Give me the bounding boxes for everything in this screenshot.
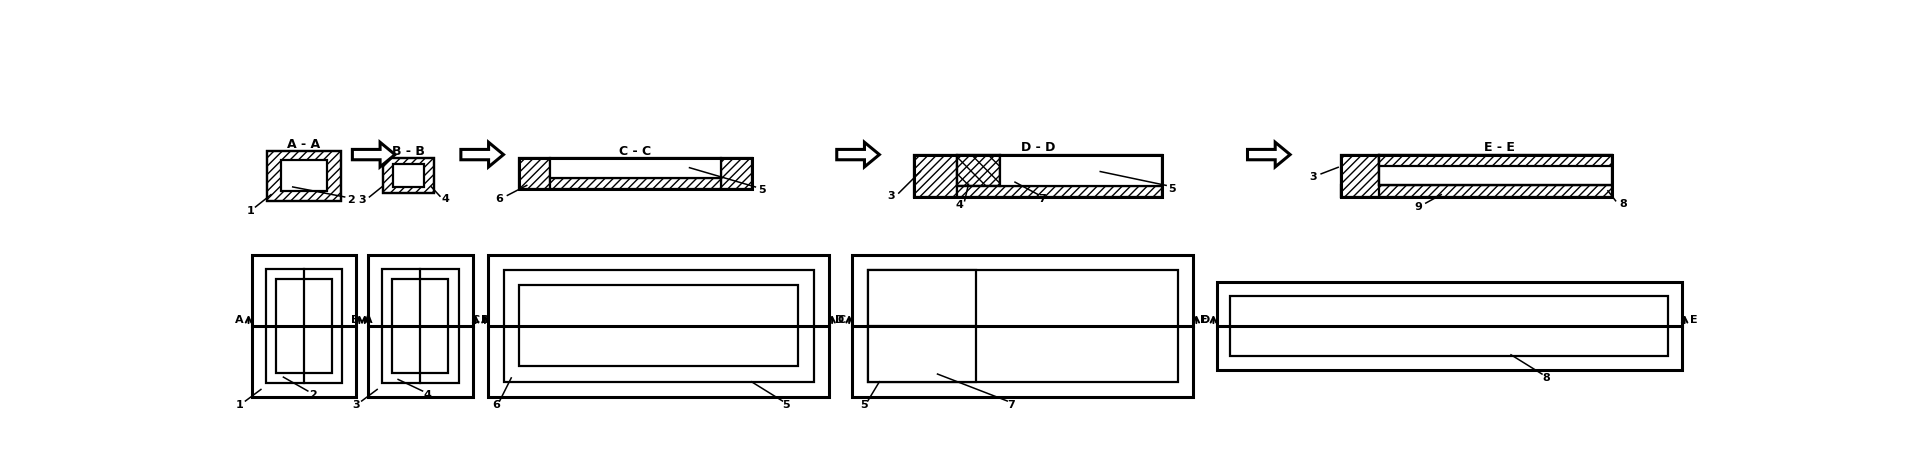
Bar: [549, 159, 720, 179]
Text: 3: 3: [887, 191, 895, 201]
Text: 1: 1: [246, 206, 253, 216]
Text: 7: 7: [1039, 193, 1046, 203]
Text: E - E: E - E: [1484, 141, 1515, 154]
Bar: [914, 155, 1162, 197]
Bar: [267, 152, 340, 202]
Text: 6: 6: [495, 193, 503, 203]
Text: 7: 7: [1008, 399, 1016, 409]
Text: 4: 4: [956, 199, 964, 209]
Text: 8: 8: [1542, 372, 1549, 382]
Text: 3: 3: [353, 399, 361, 409]
Bar: [1231, 296, 1668, 357]
Text: 8: 8: [1619, 199, 1628, 209]
Bar: [252, 255, 357, 397]
Text: D - D: D - D: [1021, 141, 1056, 154]
Bar: [720, 159, 751, 190]
Bar: [392, 279, 449, 374]
Bar: [280, 161, 326, 192]
Bar: [394, 165, 424, 187]
Polygon shape: [353, 143, 396, 167]
Text: 2: 2: [309, 389, 317, 399]
Bar: [1217, 282, 1682, 370]
Text: A: A: [234, 314, 244, 324]
Bar: [914, 155, 956, 197]
Text: 5: 5: [758, 185, 766, 195]
Text: 5: 5: [860, 399, 868, 409]
Text: E: E: [1200, 314, 1208, 324]
Text: E: E: [1690, 314, 1697, 324]
Bar: [382, 269, 459, 384]
Text: B - B: B - B: [392, 145, 424, 158]
Bar: [1000, 155, 1162, 187]
Text: 3: 3: [357, 195, 365, 205]
Text: 3: 3: [1309, 172, 1317, 182]
Text: 4: 4: [442, 194, 449, 204]
Text: 9: 9: [1413, 202, 1423, 212]
Text: C: C: [472, 314, 480, 324]
Bar: [1379, 155, 1611, 167]
Text: 2: 2: [348, 195, 355, 205]
Text: A: A: [365, 314, 372, 324]
Bar: [518, 159, 549, 190]
Text: 5: 5: [783, 399, 791, 409]
Text: 6: 6: [492, 399, 499, 409]
Text: D: D: [1202, 314, 1210, 324]
Bar: [868, 270, 975, 382]
Text: B: B: [351, 314, 359, 324]
Bar: [852, 255, 1192, 397]
Bar: [276, 279, 332, 374]
Bar: [518, 159, 751, 190]
Polygon shape: [837, 143, 879, 167]
Bar: [265, 269, 342, 384]
Text: C: C: [837, 314, 845, 324]
Bar: [1340, 186, 1611, 197]
Polygon shape: [1248, 143, 1290, 167]
Bar: [369, 255, 472, 397]
Bar: [384, 159, 434, 194]
Bar: [1340, 155, 1611, 197]
Bar: [956, 155, 1000, 187]
Bar: [1340, 155, 1379, 197]
Text: 5: 5: [1169, 183, 1177, 193]
Text: D: D: [835, 314, 845, 324]
Bar: [384, 159, 434, 194]
Bar: [549, 179, 720, 190]
Polygon shape: [461, 143, 503, 167]
Bar: [1379, 155, 1611, 186]
Bar: [956, 155, 1000, 187]
Text: 4: 4: [424, 389, 432, 399]
Text: A - A: A - A: [288, 137, 321, 150]
Bar: [868, 270, 1177, 382]
Bar: [503, 270, 814, 382]
Bar: [956, 187, 1162, 197]
Bar: [518, 286, 799, 367]
Bar: [267, 152, 340, 202]
Text: 1: 1: [236, 399, 244, 409]
Text: C - C: C - C: [618, 145, 651, 158]
Text: B: B: [480, 314, 490, 324]
Bar: [488, 255, 829, 397]
